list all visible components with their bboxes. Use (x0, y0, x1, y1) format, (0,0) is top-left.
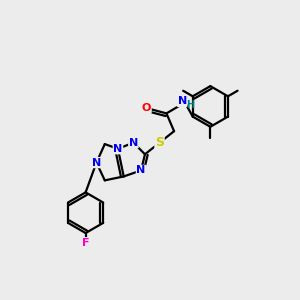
Text: N: N (136, 165, 146, 176)
Text: N: N (129, 138, 138, 148)
Text: N: N (113, 144, 123, 154)
Text: O: O (142, 103, 151, 113)
Text: S: S (155, 136, 164, 149)
Text: N: N (92, 158, 101, 168)
Text: F: F (82, 238, 89, 248)
Text: N: N (178, 96, 187, 106)
Text: H: H (186, 100, 194, 110)
